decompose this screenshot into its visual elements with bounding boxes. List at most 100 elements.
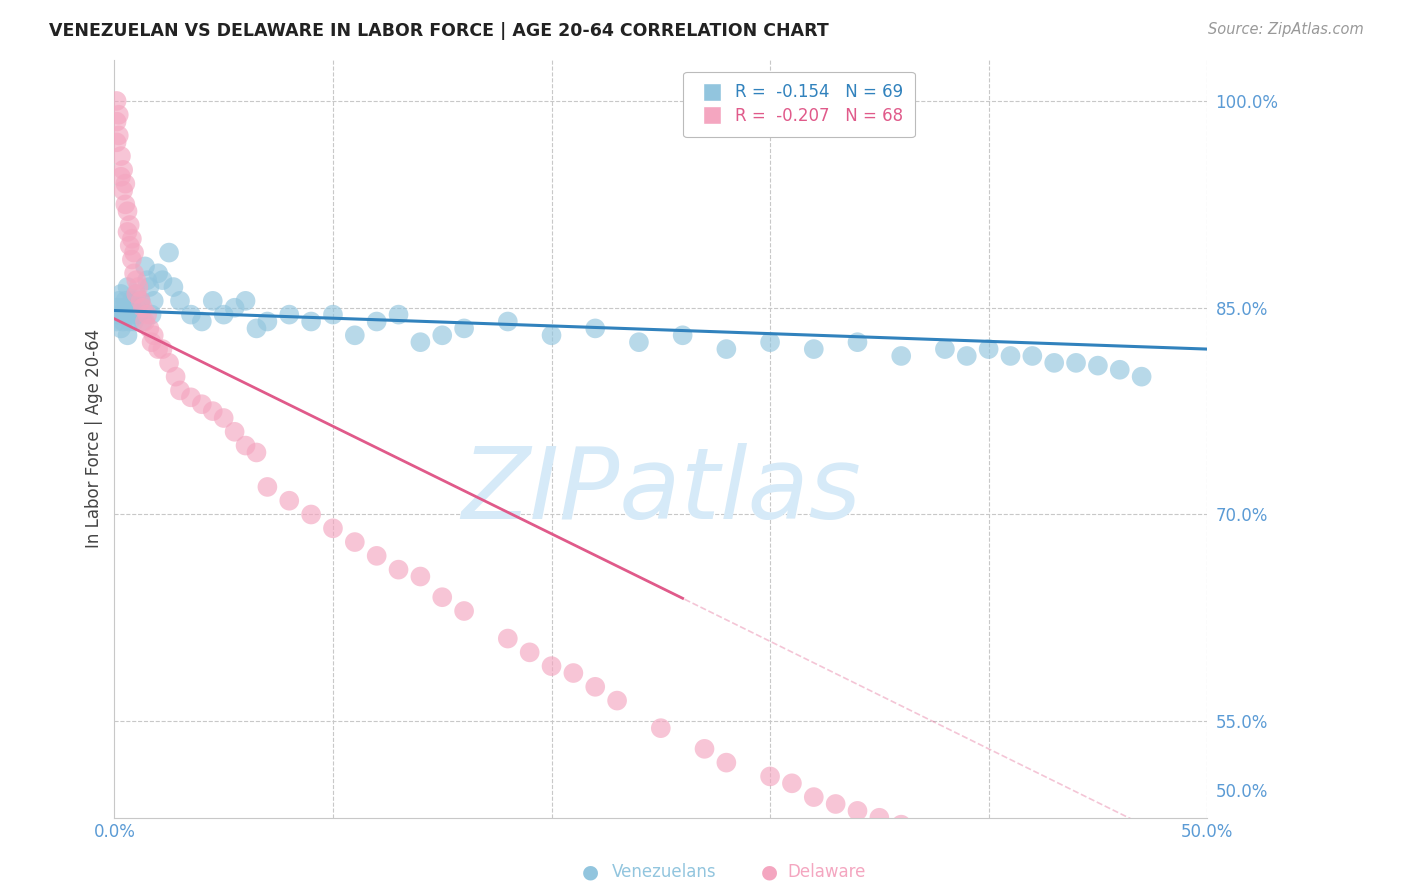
Point (245, 321, 267, 335)
Point (627, 335, 650, 350)
Point (122, 266, 145, 280)
Point (256, 480, 278, 494)
Point (105, 94, 128, 108)
Point (112, 314, 135, 328)
Point (180, 308, 202, 322)
Point (846, 335, 869, 350)
Point (890, 818, 912, 832)
Point (890, 349, 912, 363)
Point (366, 314, 388, 328)
Point (224, 301, 246, 315)
Point (105, 301, 128, 315)
Point (162, 280, 184, 294)
Point (122, 245, 145, 260)
Point (112, 184, 135, 198)
Point (110, 169, 132, 184)
Point (121, 232, 143, 246)
Point (432, 591, 454, 605)
Point (129, 293, 152, 308)
Point (118, 314, 141, 328)
Point (366, 549, 388, 563)
Point (125, 273, 148, 287)
Text: Delaware: Delaware (787, 863, 866, 881)
Point (107, 108, 129, 122)
Point (132, 314, 155, 328)
Point (846, 804, 869, 818)
Point (453, 604, 475, 618)
Point (519, 645, 541, 659)
Point (134, 314, 156, 328)
Point (583, 680, 606, 694)
Point (322, 521, 344, 535)
Point (299, 508, 322, 522)
Point (606, 693, 628, 707)
Point (117, 225, 139, 239)
Point (125, 301, 148, 315)
Point (125, 287, 148, 301)
Point (141, 308, 163, 322)
Point (169, 293, 191, 308)
Point (1087, 359, 1109, 373)
Point (112, 301, 135, 315)
Point (803, 342, 825, 356)
Point (868, 811, 890, 825)
Text: Venezuelans: Venezuelans (612, 863, 716, 881)
Point (105, 136, 128, 150)
Point (212, 411, 235, 425)
Point (110, 149, 132, 163)
Point (780, 776, 803, 790)
Point (180, 390, 202, 404)
Point (118, 218, 141, 232)
Point (432, 328, 454, 343)
Point (132, 301, 155, 315)
Point (759, 335, 782, 350)
Point (278, 308, 301, 322)
Point (121, 293, 143, 308)
Point (716, 756, 738, 770)
Point (343, 535, 366, 549)
Point (245, 445, 267, 459)
Point (235, 439, 257, 453)
Point (672, 328, 695, 343)
Point (136, 273, 159, 287)
Point (201, 404, 224, 418)
Point (693, 742, 716, 756)
Point (191, 314, 214, 328)
Point (322, 308, 344, 322)
Point (583, 321, 606, 335)
Point (165, 369, 187, 384)
Point (117, 280, 139, 294)
Point (1000, 349, 1022, 363)
Point (934, 342, 956, 356)
Point (141, 335, 163, 350)
Point (562, 666, 585, 681)
Point (977, 342, 1000, 356)
Point (107, 128, 129, 143)
Point (121, 252, 143, 267)
Point (299, 314, 322, 328)
Point (138, 280, 160, 294)
Point (114, 308, 136, 322)
Point (224, 425, 246, 439)
Point (105, 314, 128, 328)
Text: ●: ● (582, 863, 599, 882)
Point (114, 197, 136, 211)
Point (107, 293, 129, 308)
Point (138, 321, 160, 335)
Point (1130, 369, 1153, 384)
Point (169, 384, 191, 398)
Point (142, 293, 165, 308)
Point (152, 273, 174, 287)
Point (496, 632, 519, 646)
Point (956, 349, 979, 363)
Point (157, 356, 180, 370)
Point (759, 769, 782, 783)
Point (110, 287, 132, 301)
Point (409, 569, 432, 583)
Point (212, 308, 235, 322)
Point (343, 328, 366, 343)
Point (201, 293, 224, 308)
Point (136, 308, 159, 322)
Point (157, 245, 180, 260)
Point (191, 397, 214, 411)
